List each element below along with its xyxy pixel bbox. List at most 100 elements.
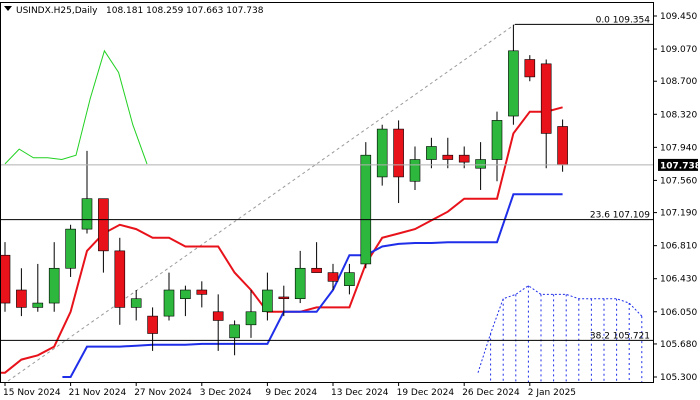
fast-moving-average-line [0,106,563,374]
x-tick-label: 19 Dec 2024 [397,388,455,398]
price-badge-box [658,158,698,171]
candle [524,55,536,82]
candle [229,320,240,356]
bullish-candle-body [508,50,519,117]
bullish-candle-body [376,128,388,178]
bearish-candle-body [0,254,11,304]
bearish-candle-body [524,59,536,78]
bearish-candle-body [393,128,404,178]
bearish-candle-body [212,311,224,321]
bearish-candle-body [458,154,470,163]
candle [16,268,27,317]
bullish-candle-body [65,228,76,269]
candle [65,224,76,277]
y-tick-label: 107.190 [660,209,697,219]
candle [344,263,355,295]
bullish-candle-body [245,311,257,326]
y-tick-label: 108.700 [660,77,697,87]
y-tick-label: 106.050 [660,308,697,318]
bearish-candle-body [278,296,290,300]
x-tick-label: 27 Nov 2024 [134,388,192,398]
candle [491,111,503,182]
y-tick-label: 105.300 [660,373,697,383]
candle [327,263,339,291]
x-tick-label: 13 Dec 2024 [331,388,389,398]
candle [540,59,552,169]
candle [196,281,208,308]
candle [294,250,306,304]
y-tick-label: 105.680 [660,340,697,350]
x-tick-label: 21 Nov 2024 [69,388,127,398]
candle [245,290,257,338]
fib-level-label: 23.6 107.109 [590,211,650,221]
bearish-candle-body [311,267,322,273]
bearish-candle-body [147,315,158,334]
candle [130,290,142,321]
y-tick-label: 109.070 [660,45,697,55]
slow-moving-average-line [62,193,563,378]
candle [278,285,290,317]
x-tick-label: 3 Dec 2024 [200,388,252,398]
bearish-candle-body [540,63,552,134]
bullish-candle-body [163,289,175,317]
bearish-candle-body [114,250,126,308]
current-price-label: 107.738 [660,161,700,171]
chart-symbol-title: USINDX.H25,Daily [16,6,98,16]
indicator-lines-layer [0,49,563,378]
chart-ohlc-values: 108.181 108.259 107.663 107.738 [106,6,264,16]
bullish-candle-body [344,272,355,286]
bullish-candle-body [475,159,486,169]
cloud-upper-boundary [477,285,643,373]
candle [212,294,224,351]
bullish-candle-body [48,267,60,304]
bearish-candle-body [442,154,454,160]
plot-frame [0,2,654,383]
bearish-candle-body [557,126,568,166]
candle [32,263,44,312]
candle [180,285,191,317]
candles-layer [0,24,568,356]
candle [376,124,388,186]
fib-level-label: 0.0 109.354 [596,15,651,25]
y-tick-label: 107.940 [660,143,697,153]
candle [163,272,175,321]
candle [262,272,273,321]
candle [426,137,437,169]
bullish-candle-body [491,120,503,160]
candle [393,120,404,204]
candle [147,307,158,351]
y-tick-label: 109.450 [660,12,697,22]
candle [409,146,421,190]
x-tick-label: 9 Dec 2024 [265,388,317,398]
y-tick-label: 106.430 [660,275,697,285]
candle [98,198,109,273]
candle [557,119,568,172]
bearish-candle-body [327,272,339,282]
bearish-candle-body [16,289,27,308]
y-tick-label: 108.320 [660,110,697,120]
candle [311,242,322,273]
candle [475,142,486,190]
bullish-candle-body [426,146,437,160]
candle [114,237,126,325]
bullish-candle-body [32,302,44,308]
bearish-candle-body [196,289,208,295]
candle [442,137,454,169]
trendline-layer [7,23,516,382]
candle [508,24,519,125]
chevron-down-icon[interactable] [4,6,12,11]
bullish-candle-body [130,298,142,308]
candle [48,242,60,312]
y-tick-label: 106.810 [660,242,697,252]
x-tick-label: 26 Dec 2024 [462,388,520,398]
bullish-candle-body [262,289,273,313]
bullish-candle-body [180,289,191,300]
bullish-candle-body [294,267,306,300]
bullish-candle-body [360,154,372,265]
bearish-candle-body [98,198,109,252]
x-tick-label: 15 Nov 2024 [3,388,61,398]
